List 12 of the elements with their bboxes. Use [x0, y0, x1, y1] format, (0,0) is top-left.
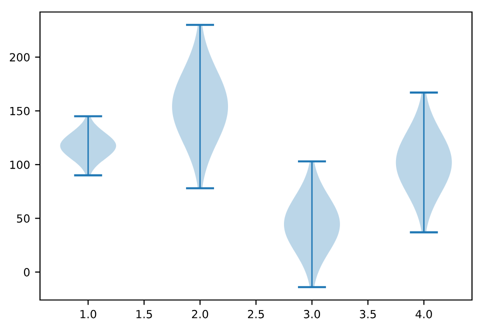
x-tick-label: 2.0: [192, 310, 208, 318]
x-tick-label: 3.5: [360, 310, 376, 318]
y-tick-label: 150: [10, 106, 30, 116]
y-tick-label: 0: [24, 268, 30, 276]
x-tick-label: 3.0: [304, 310, 320, 318]
y-tick-label: 50: [16, 214, 30, 223]
y-tick-label: 100: [10, 160, 30, 169]
x-tick-label: 2.5: [248, 310, 264, 318]
y-tick-label: 200: [10, 53, 30, 62]
x-tick-label: 1.5: [136, 310, 152, 318]
x-tick-label: 4.0: [416, 310, 432, 318]
x-tick-label: 1.0: [80, 310, 96, 318]
